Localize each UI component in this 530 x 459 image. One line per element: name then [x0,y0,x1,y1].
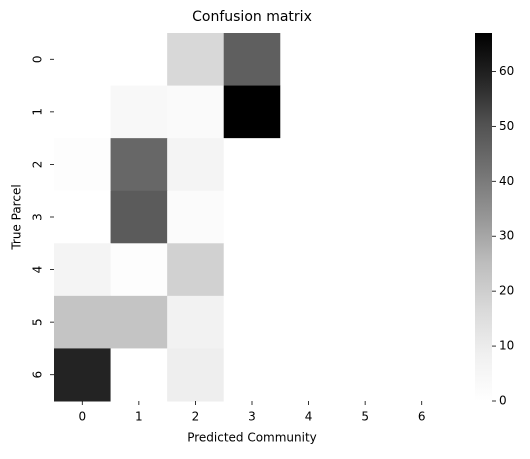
heatmap-cell [223,348,281,402]
x-tick-label: 1 [135,410,143,424]
heatmap-cell [223,33,281,87]
x-tick-label: 0 [78,410,86,424]
y-tick-label: 3 [31,213,45,221]
heatmap-cell [393,190,451,244]
heatmap-cell [393,85,451,139]
colorbar-tick-label: 10 [499,339,514,353]
heatmap-cell [110,33,168,87]
colorbar-tick-label: 40 [499,174,514,188]
heatmap-cell [336,138,394,192]
heatmap-cell [223,190,281,244]
colorbar-tick-label: 30 [499,229,514,243]
heatmap-cell [393,33,451,87]
heatmap-cell [336,295,394,349]
heatmap-cell [54,138,112,192]
colorbar-tick-label: 0 [499,394,507,408]
heatmap-cell [167,243,225,297]
heatmap-cell [110,138,168,192]
heatmap-cell [280,85,338,139]
y-axis-label: True Parcel [10,184,24,250]
heatmap-cell [280,243,338,297]
colorbar-tick-label: 60 [499,64,514,78]
x-tick-label: 2 [192,410,200,424]
colorbar [475,33,492,401]
heatmap-cell [110,348,168,402]
heatmap-cell [336,348,394,402]
heatmap-cell [223,138,281,192]
heatmap-cell [280,295,338,349]
y-tick-label: 6 [31,371,45,379]
heatmap-cell [393,243,451,297]
heatmap-cell [223,295,281,349]
heatmap-cell [336,85,394,139]
heatmap-cell [280,190,338,244]
x-axis-label: Predicted Community [187,431,317,445]
heatmap-cell [110,243,168,297]
heatmap-cell [54,243,112,297]
heatmap-cell [167,85,225,139]
heatmap-cell [167,190,225,244]
y-tick-label: 2 [31,161,45,169]
heatmap-cell [280,138,338,192]
heatmap-cell [54,33,112,87]
heatmap-cell [336,190,394,244]
heatmap-cell [336,33,394,87]
colorbar-tick-label: 50 [499,119,514,133]
heatmap-cell [110,295,168,349]
heatmap-cell [54,85,112,139]
heatmap-cell [54,348,112,402]
heatmap-cell [54,190,112,244]
heatmap-cell [167,33,225,87]
heatmap-cell [393,295,451,349]
heatmap-cell [223,85,281,139]
heatmap-cell [280,33,338,87]
y-tick-label: 4 [31,266,45,274]
heatmap-cell [167,138,225,192]
heatmap-cell [223,243,281,297]
chart-title: Confusion matrix [192,9,312,25]
heatmap-cell [110,190,168,244]
x-tick-label: 4 [305,410,313,424]
heatmap-cell [167,295,225,349]
heatmap-cell [280,348,338,402]
colorbar-tick-label: 20 [499,284,514,298]
x-tick-label: 3 [248,410,256,424]
y-tick-label: 0 [31,55,45,63]
heatmap-cell [110,85,168,139]
x-tick-label: 6 [418,410,426,424]
heatmap-cell [167,348,225,402]
heatmap-cell [336,243,394,297]
heatmap-cell [54,295,112,349]
y-tick-label: 1 [31,108,45,116]
heatmap-cell [393,348,451,402]
y-tick-label: 5 [31,318,45,326]
x-tick-label: 5 [361,410,369,424]
heatmap-cell [393,138,451,192]
